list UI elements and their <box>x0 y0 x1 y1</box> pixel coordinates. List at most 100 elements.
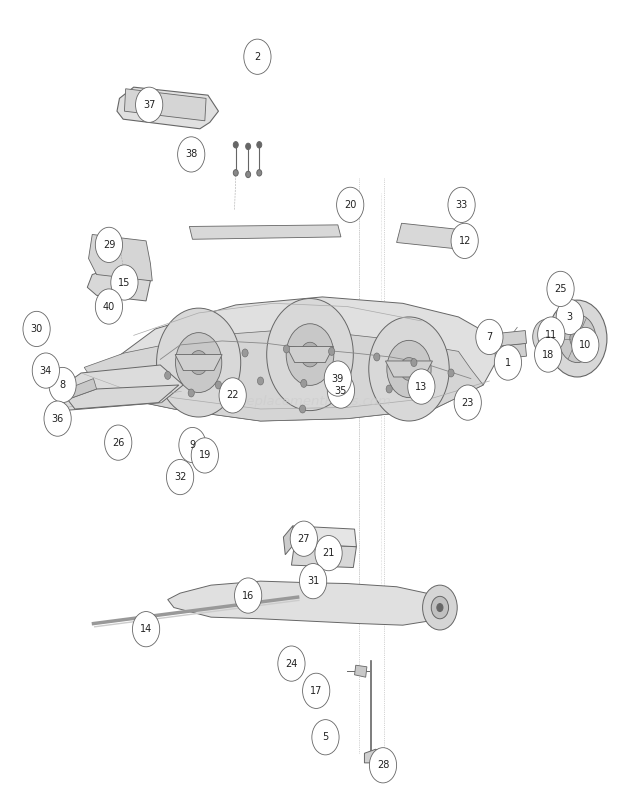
Circle shape <box>257 377 264 385</box>
Circle shape <box>188 389 194 397</box>
Polygon shape <box>397 223 476 250</box>
Polygon shape <box>494 343 526 359</box>
Text: 25: 25 <box>554 284 567 294</box>
Circle shape <box>386 385 392 393</box>
Circle shape <box>329 347 335 355</box>
Circle shape <box>286 324 334 386</box>
Text: 28: 28 <box>377 760 389 770</box>
Circle shape <box>49 367 76 403</box>
Text: 13: 13 <box>415 382 427 391</box>
Text: 3: 3 <box>567 312 573 322</box>
Circle shape <box>233 142 238 148</box>
Circle shape <box>556 299 583 334</box>
Circle shape <box>290 521 317 557</box>
Circle shape <box>451 223 478 258</box>
Circle shape <box>95 289 123 324</box>
Circle shape <box>437 604 443 612</box>
Circle shape <box>44 401 71 436</box>
Circle shape <box>278 646 305 681</box>
Polygon shape <box>386 361 433 377</box>
Text: 36: 36 <box>51 414 64 423</box>
Text: 31: 31 <box>307 576 319 586</box>
Text: 27: 27 <box>298 533 310 544</box>
Text: eReplacementParts.com: eReplacementParts.com <box>229 395 391 407</box>
Circle shape <box>337 187 364 222</box>
Circle shape <box>476 319 503 354</box>
Circle shape <box>136 87 163 123</box>
Circle shape <box>105 425 132 460</box>
Circle shape <box>559 314 596 363</box>
Polygon shape <box>125 89 206 121</box>
Circle shape <box>165 371 171 379</box>
Circle shape <box>387 340 431 398</box>
Polygon shape <box>68 385 179 409</box>
Circle shape <box>167 460 193 495</box>
Circle shape <box>244 39 271 75</box>
Polygon shape <box>87 269 151 301</box>
Circle shape <box>299 564 327 599</box>
Text: 40: 40 <box>103 302 115 311</box>
Circle shape <box>215 381 221 389</box>
Text: 20: 20 <box>344 200 356 210</box>
Circle shape <box>32 353 60 388</box>
Circle shape <box>538 317 565 352</box>
Circle shape <box>534 337 562 372</box>
Polygon shape <box>84 329 483 421</box>
Text: 10: 10 <box>579 340 591 350</box>
Text: 39: 39 <box>332 374 344 383</box>
Circle shape <box>177 137 205 172</box>
Circle shape <box>547 300 607 377</box>
Text: 1: 1 <box>505 358 511 367</box>
Polygon shape <box>355 665 367 677</box>
Polygon shape <box>89 234 153 281</box>
Circle shape <box>191 438 218 473</box>
Text: 24: 24 <box>285 658 298 669</box>
Text: 21: 21 <box>322 548 335 558</box>
Circle shape <box>257 170 262 176</box>
Circle shape <box>242 349 248 357</box>
Polygon shape <box>78 297 508 421</box>
Circle shape <box>408 369 435 404</box>
Text: 23: 23 <box>461 398 474 407</box>
Polygon shape <box>286 346 334 363</box>
Text: 33: 33 <box>456 200 467 210</box>
Circle shape <box>454 385 481 420</box>
Circle shape <box>95 227 123 262</box>
Circle shape <box>179 427 206 463</box>
Circle shape <box>111 265 138 300</box>
Text: 18: 18 <box>542 350 554 359</box>
Text: 37: 37 <box>143 99 156 110</box>
Circle shape <box>189 350 208 375</box>
Circle shape <box>234 578 262 614</box>
Text: 32: 32 <box>174 472 186 482</box>
Circle shape <box>257 142 262 148</box>
Circle shape <box>570 329 585 348</box>
Polygon shape <box>365 749 386 763</box>
Circle shape <box>400 358 418 380</box>
Circle shape <box>246 144 250 150</box>
Circle shape <box>494 345 521 380</box>
Circle shape <box>448 369 454 377</box>
Circle shape <box>157 308 241 417</box>
Text: 8: 8 <box>60 380 66 390</box>
Circle shape <box>312 719 339 755</box>
Text: 17: 17 <box>310 686 322 696</box>
Text: 29: 29 <box>103 240 115 250</box>
Circle shape <box>315 536 342 571</box>
Circle shape <box>301 379 307 387</box>
Polygon shape <box>65 379 97 399</box>
Circle shape <box>246 171 250 177</box>
Circle shape <box>547 271 574 306</box>
Circle shape <box>301 342 319 367</box>
Circle shape <box>533 319 560 354</box>
Text: 34: 34 <box>40 366 52 375</box>
Polygon shape <box>291 544 356 568</box>
Polygon shape <box>283 526 294 555</box>
Circle shape <box>448 187 475 222</box>
Circle shape <box>540 329 552 345</box>
Circle shape <box>411 358 417 367</box>
Circle shape <box>219 378 246 413</box>
Text: 35: 35 <box>335 386 347 395</box>
Polygon shape <box>189 225 341 239</box>
Circle shape <box>133 612 160 646</box>
